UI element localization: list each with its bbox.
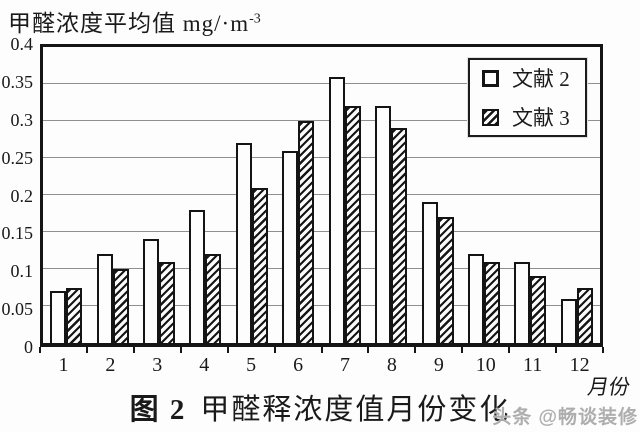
bar-group-month-6 xyxy=(275,47,321,343)
y-tick-label: 0.15 xyxy=(1,223,34,244)
bar-series-1-month-11 xyxy=(514,261,531,343)
bar-series-2-month-5 xyxy=(251,187,268,343)
bar-series-1-month-8 xyxy=(375,106,392,343)
x-tick-mark xyxy=(226,347,229,353)
x-tick-label-month-7: 7 xyxy=(339,354,350,376)
legend-swatch-hatched-icon xyxy=(482,108,499,126)
y-tick-label: 0.4 xyxy=(10,34,34,54)
bar-series-2-month-2 xyxy=(112,269,129,343)
legend-label-series-1: 文献 2 xyxy=(512,67,570,91)
x-tick-label-month-6: 6 xyxy=(293,354,304,376)
x-tick-mark xyxy=(555,347,558,353)
bar-series-2-month-3 xyxy=(159,261,176,343)
bar-series-1-month-9 xyxy=(421,202,438,343)
x-tick-label-month-8: 8 xyxy=(386,354,397,376)
x-tick-mark xyxy=(414,347,417,353)
x-tick-label-month-2: 2 xyxy=(105,354,116,376)
legend-label-series-2: 文献 3 xyxy=(512,106,570,130)
x-tick-mark xyxy=(39,347,41,353)
x-tick-label-month-5: 5 xyxy=(246,354,257,376)
bar-group-month-12 xyxy=(554,47,600,343)
bar-series-2-month-4 xyxy=(205,254,222,343)
y-tick-label: 0 xyxy=(24,337,33,357)
gridline xyxy=(43,157,600,158)
bar-series-2-month-6 xyxy=(298,121,315,343)
bar-series-1-month-1 xyxy=(50,291,67,343)
y-tick-label: 0.35 xyxy=(1,71,34,92)
bar-series-2-month-11 xyxy=(530,276,547,343)
bar-series-1-month-3 xyxy=(143,239,160,343)
bar-series-2-month-9 xyxy=(437,217,454,343)
bar-group-month-4 xyxy=(182,47,228,343)
bars-layer xyxy=(43,47,600,343)
bar-series-2-month-7 xyxy=(344,106,361,343)
y-tick-label: 0.25 xyxy=(1,147,34,168)
x-tick-mark xyxy=(508,347,511,353)
y-axis-title-superscript: -3 xyxy=(249,11,261,27)
bar-group-month-3 xyxy=(136,47,182,343)
y-axis-title: 甲醛浓度平均值 mg/·m-3 xyxy=(8,4,261,38)
x-axis-ticks xyxy=(39,347,604,353)
gridline xyxy=(43,231,600,232)
x-tick-label-month-12: 12 xyxy=(569,354,590,376)
legend-swatch-plain-icon xyxy=(482,69,499,87)
y-axis-tick-labels: 0 0.05 0.1 0.15 0.2 0.25 0.3 0.35 0.4 xyxy=(0,35,35,356)
bar-group-month-1 xyxy=(43,47,89,343)
x-tick-label-month-11: 11 xyxy=(523,354,543,376)
bar-series-1-month-2 xyxy=(96,254,113,343)
x-axis-tick-labels: 1 2 3 4 5 6 7 8 9 10 11 12 xyxy=(40,354,603,377)
figure-caption-number: 图 2 xyxy=(129,394,187,426)
bar-group-month-8 xyxy=(368,47,414,343)
watermark: 头条 @畅谈装修 xyxy=(492,407,638,428)
x-tick-label-month-1: 1 xyxy=(58,354,69,376)
x-tick-mark xyxy=(367,347,370,353)
bar-group-month-7 xyxy=(322,47,368,343)
legend-item-series-2: 文献 3 xyxy=(482,102,585,132)
y-tick-label: 0.3 xyxy=(10,109,34,130)
y-axis-title-text: 甲醛浓度平均值 mg/·m xyxy=(8,11,250,36)
x-tick-label-month-4: 4 xyxy=(199,354,210,376)
bar-group-month-11 xyxy=(507,47,553,343)
bar-series-1-month-6 xyxy=(282,150,299,343)
figure-caption: 图 2 甲醛释浓度值月份变化 xyxy=(0,386,640,428)
x-tick-mark xyxy=(85,347,88,353)
figure-caption-text: 甲醛释浓度值月份变化 xyxy=(200,394,511,426)
bar-series-1-month-12 xyxy=(560,298,577,343)
legend-item-series-1: 文献 2 xyxy=(482,63,585,93)
gridline xyxy=(43,120,600,121)
gridline xyxy=(43,194,600,195)
y-tick-label: 0.05 xyxy=(1,299,34,320)
bar-series-1-month-10 xyxy=(468,254,484,343)
bar-group-month-5 xyxy=(229,47,275,343)
x-tick-mark xyxy=(179,347,182,353)
x-tick-mark xyxy=(602,347,604,353)
gridline xyxy=(43,83,600,84)
bar-group-month-9 xyxy=(414,47,460,343)
bar-series-1-month-4 xyxy=(189,209,206,343)
y-tick-label: 0.2 xyxy=(10,185,34,206)
bar-series-1-month-7 xyxy=(328,76,345,343)
bar-series-2-month-12 xyxy=(576,287,593,343)
gridline xyxy=(43,268,600,269)
bar-series-2-month-8 xyxy=(391,128,408,343)
bar-group-month-10 xyxy=(461,47,507,343)
legend: 文献 2 文献 3 xyxy=(468,58,587,137)
x-tick-mark xyxy=(273,347,276,353)
gridline xyxy=(43,305,600,306)
bar-series-2-month-1 xyxy=(66,287,83,343)
bar-series-2-month-10 xyxy=(484,261,500,343)
x-tick-label-month-9: 9 xyxy=(433,354,444,376)
bar-series-1-month-5 xyxy=(235,143,252,343)
x-tick-label-month-3: 3 xyxy=(152,354,163,376)
y-tick-label: 0.1 xyxy=(10,261,34,282)
bar-group-month-2 xyxy=(89,47,135,343)
x-tick-mark xyxy=(461,347,464,353)
x-tick-mark xyxy=(132,347,135,353)
x-tick-label-month-10: 10 xyxy=(475,354,496,376)
x-tick-mark xyxy=(320,347,323,353)
